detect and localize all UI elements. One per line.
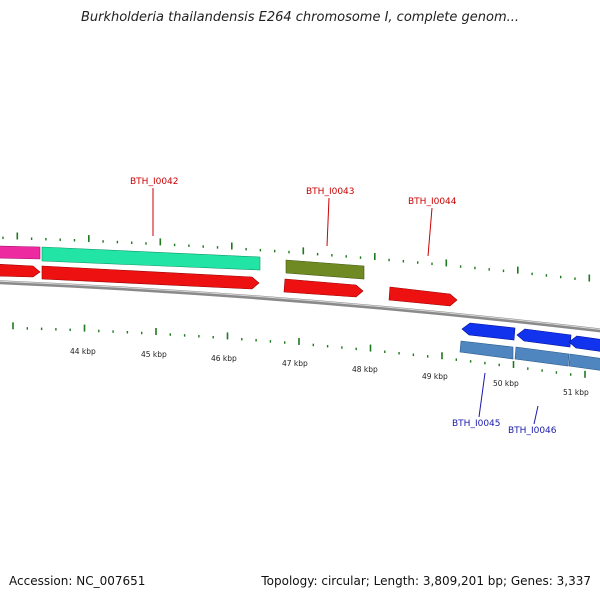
leader-bth-i0043	[326, 197, 330, 247]
kbp-label-49: 49 kbp	[422, 372, 448, 381]
label-bth-i0046[interactable]: BTH_I0046	[508, 426, 557, 436]
genome-summary-text: Topology: circular; Length: 3,809,201 bp…	[261, 574, 591, 588]
cds-forward-1[interactable]	[0, 263, 41, 278]
accession-text: Accession: NC_007651	[9, 574, 146, 588]
gene-magenta[interactable]	[0, 245, 41, 260]
cds-forward-bth-i0043[interactable]	[283, 278, 364, 298]
cds-forward-bth-i0042[interactable]	[41, 265, 260, 290]
label-bth-i0044[interactable]: BTH_I0044	[408, 197, 457, 207]
kbp-label-44: 44 kbp	[70, 347, 96, 356]
kbp-label-50: 50 kbp	[493, 379, 519, 388]
kbp-label-47: 47 kbp	[282, 359, 308, 368]
kbp-label-46: 46 kbp	[211, 354, 237, 363]
gene-steel-3[interactable]	[568, 353, 600, 371]
leader-bth-i0046	[533, 405, 539, 425]
gene-steel-bth-i0045[interactable]	[459, 340, 514, 360]
cds-reverse-bth-i0045[interactable]	[461, 322, 516, 341]
cds-reverse-bth-i0046[interactable]	[516, 328, 572, 348]
label-bth-i0043[interactable]: BTH_I0043	[306, 187, 355, 197]
upper-tick-ring	[2, 232, 591, 282]
gene-steel-bth-i0046[interactable]	[514, 346, 570, 367]
label-bth-i0042[interactable]: BTH_I0042	[130, 177, 179, 187]
kbp-label-51: 51 kbp	[563, 388, 589, 397]
cds-forward-bth-i0044[interactable]	[388, 286, 458, 307]
cds-reverse-3[interactable]	[568, 335, 600, 352]
lower-tick-ring	[12, 322, 586, 378]
kbp-label-45: 45 kbp	[141, 350, 167, 359]
gene-olive-bth-i0043[interactable]	[285, 259, 365, 280]
kbp-label-48: 48 kbp	[352, 365, 378, 374]
leader-bth-i0044	[427, 207, 433, 257]
leader-bth-i0045	[478, 372, 486, 418]
genome-backbone	[0, 280, 600, 333]
map-title: Burkholderia thailandensis E264 chromoso…	[80, 10, 520, 25]
gene-teal-bth-i0042[interactable]	[41, 246, 261, 271]
label-bth-i0045[interactable]: BTH_I0045	[452, 419, 501, 429]
